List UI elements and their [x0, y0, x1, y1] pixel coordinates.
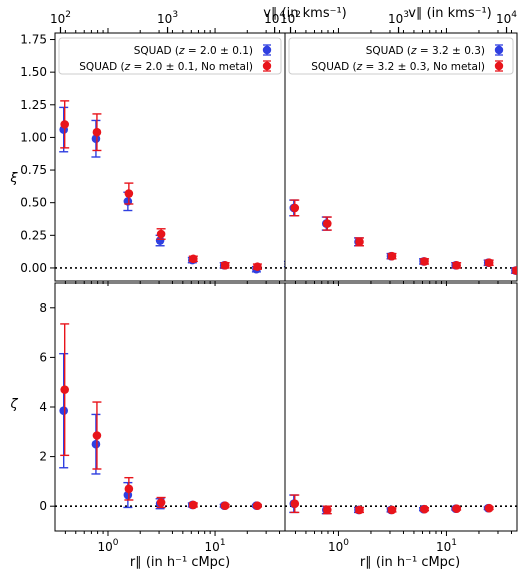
bottom-tick-label: 101 [436, 538, 457, 554]
legend-marker [262, 61, 272, 71]
panel-top-left: 102 103 104 0.00 0.25 0.50 0.75 1.00 1.25 1.50 1.7… [20, 10, 294, 286]
data-point [220, 501, 230, 511]
series-group [289, 199, 517, 275]
y-tick-label: 1.50 [20, 65, 47, 79]
y-tick-label: 1.25 [20, 98, 47, 112]
series-red [60, 323, 262, 511]
data-point [512, 266, 517, 275]
data-point [59, 406, 68, 416]
y-tick-label: 6 [39, 350, 47, 364]
bottom-axis-label: r∥ (in h⁻¹ cMpc) [360, 555, 460, 570]
data-point [124, 189, 134, 198]
y-tick-label: 0.25 [20, 228, 47, 242]
plot-frame [54, 282, 286, 532]
data-point [355, 237, 364, 247]
y-tick-label: 2 [39, 450, 47, 464]
bottom-tick-label: 100 [328, 538, 349, 554]
data-point [124, 484, 134, 494]
data-point [60, 120, 69, 129]
series-group [289, 494, 494, 515]
data-point [253, 501, 262, 511]
y-axis-label-zeta: ζ [9, 397, 18, 412]
top-axis-label: v∥ (in kms⁻¹) [408, 6, 492, 21]
data-point [91, 439, 101, 449]
y-axis-label-xi: ξ [9, 171, 18, 186]
series-group [59, 323, 262, 511]
top-axis-label: v∥ (in kms⁻¹) [263, 6, 347, 21]
legend-label: SQUAD (z = 3.2 ± 0.3, No metal) [311, 61, 485, 73]
data-point [420, 504, 429, 514]
data-point [322, 219, 332, 228]
data-point [290, 203, 300, 213]
plot-frame [284, 32, 518, 282]
y-tick-label: 0.75 [20, 163, 47, 177]
data-point [452, 261, 461, 270]
top-tick-label: 103 [388, 10, 409, 26]
legend-marker [262, 45, 272, 55]
data-point [285, 260, 294, 269]
data-point [156, 229, 166, 239]
series-red [290, 199, 517, 275]
data-point [253, 262, 262, 271]
series-blue [59, 352, 261, 511]
panel-bottom-right: 100 101 [284, 282, 518, 554]
data-point [92, 431, 102, 440]
bottom-tick-label: 100 [97, 538, 118, 554]
data-point [387, 505, 397, 515]
top-tick-label: 102 [50, 10, 71, 26]
legend: SQUAD (z = 3.2 ± 0.3) SQUAD (z = 3.2 ± 0.… [288, 37, 514, 75]
series-group [59, 100, 294, 274]
series-red [60, 100, 294, 271]
legend-marker [494, 45, 504, 55]
panel-bottom-left: 100 101 0 2 4 6 8 [39, 282, 286, 554]
data-point [290, 499, 300, 509]
data-point [387, 251, 397, 261]
legend-label: SQUAD (z = 2.0 ± 0.1) [134, 45, 253, 57]
legend-box [58, 37, 282, 75]
legend-label: SQUAD (z = 2.0 ± 0.1, No metal) [79, 61, 253, 73]
top-tick-label: 104 [496, 10, 517, 26]
data-point [155, 236, 165, 245]
data-point [484, 258, 494, 268]
legend-marker [494, 61, 504, 71]
top-tick-label: 102 [280, 10, 301, 26]
top-tick-label: 104 [264, 10, 285, 26]
data-point [91, 134, 101, 144]
top-tick-label: 103 [157, 10, 178, 26]
data-point [92, 127, 102, 137]
legend-label: SQUAD (z = 3.2 ± 0.3) [366, 45, 485, 57]
y-tick-label: 0 [39, 499, 47, 513]
data-point [452, 504, 461, 513]
y-tick-label: 8 [39, 301, 47, 315]
data-point [355, 505, 364, 515]
legend: SQUAD (z = 2.0 ± 0.1) SQUAD (z = 2.0 ± 0.… [58, 37, 282, 75]
y-tick-label: 1.00 [20, 130, 47, 144]
series-red [290, 494, 494, 515]
legend-box [288, 37, 514, 75]
bottom-axis-label: r∥ (in h⁻¹ cMpc) [130, 555, 230, 570]
data-point [220, 261, 230, 270]
data-point [420, 257, 429, 266]
data-point [189, 500, 198, 510]
data-point [60, 385, 69, 394]
data-point [484, 503, 494, 513]
y-tick-label: 0.00 [20, 261, 47, 275]
data-point [189, 254, 198, 264]
panels: 102 103 104 0.00 0.25 0.50 0.75 1.00 1.25 1.50 1.7… [20, 10, 518, 554]
plot-frame [284, 282, 518, 532]
y-tick-label: 1.75 [20, 33, 47, 47]
data-point [322, 505, 332, 515]
bottom-tick-label: 101 [205, 538, 226, 554]
data-point [156, 498, 166, 507]
y-tick-label: 0.50 [20, 196, 47, 210]
y-tick-label: 4 [39, 400, 47, 414]
